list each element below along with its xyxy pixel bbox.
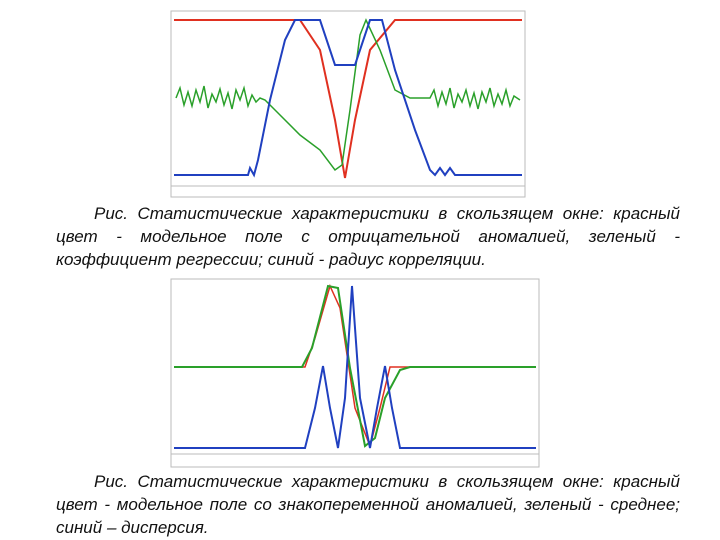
caption: Рис. Статистические характеристики в ско… [56, 204, 680, 269]
red-curve [174, 19, 522, 179]
figure-2 [170, 278, 540, 468]
blue-curve [174, 19, 522, 178]
green-curve [174, 284, 536, 448]
caption: Рис. Статистические характеристики в ско… [56, 472, 680, 537]
blue-curve [174, 285, 536, 449]
plot-frame [170, 278, 540, 468]
green-curve [175, 18, 521, 172]
figure-1 [170, 10, 526, 198]
